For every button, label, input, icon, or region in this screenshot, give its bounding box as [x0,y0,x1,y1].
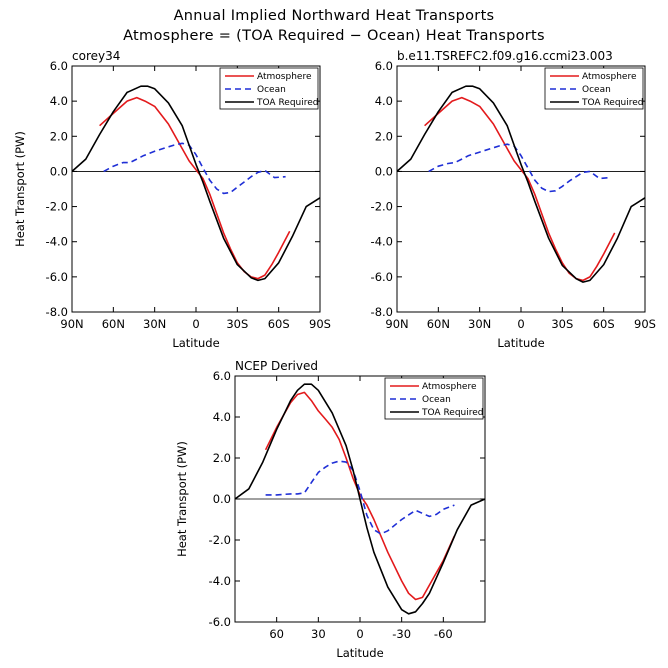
legend: Atmosphere Ocean TOA Required [219,67,319,110]
x-tick-label: 0 [517,317,524,331]
legend-label: TOA Required [421,408,484,418]
y-tick-label: 6.0 [50,59,68,73]
legend-label: TOA Required [581,98,644,108]
series-line-atmosphere [99,96,291,280]
x-tick-label: 90S [634,317,656,331]
figure-title-line2: Atmosphere = (TOA Required − Ocean) Heat… [123,28,545,44]
legend-label: Atmosphere [257,72,312,82]
legend-label: Ocean [582,85,611,95]
y-tick-label: 0.0 [213,492,231,506]
x-tick-label: 30N [143,317,166,331]
y-tick-label: 4.0 [213,410,231,424]
x-tick-label: 0 [356,627,363,641]
x-axis-label: Latitude [172,336,219,350]
y-tick-label: -4.0 [46,235,68,249]
y-tick-label: -2.0 [371,200,393,214]
y-tick-label: -6.0 [46,270,68,284]
y-tick-label: 0.0 [50,164,68,178]
y-tick-label: -4.0 [371,235,393,249]
x-tick-label: 0 [192,317,199,331]
x-tick-label: 60S [268,317,290,331]
legend-label: Atmosphere [422,382,477,392]
x-tick-label: 60 [269,627,284,641]
legend-label: TOA Required [256,98,319,108]
figure-title-line1: Annual Implied Northward Heat Transports [174,8,495,24]
chart-panel-3: NCEP Derived 6.0 4.0 2.0 0.0 -2.0 -4.0 -6.0 60 30… [175,359,486,660]
y-tick-label: -8.0 [371,305,393,319]
legend: Atmosphere Ocean TOA Required [544,67,644,110]
series-line-toa-required [234,383,486,615]
series-line-ocean [428,143,611,193]
series-line-toa-required [71,85,321,282]
legend: Atmosphere Ocean TOA Required [384,377,484,420]
x-tick-label: 60S [593,317,615,331]
x-tick-label: 90N [385,317,408,331]
x-tick-label: 30S [226,317,248,331]
x-tick-label: 60N [102,317,125,331]
panel-title: NCEP Derived [235,359,318,373]
panel-title: b.e11.TSREFC2.f09.g16.ccmi23.003 [397,49,613,63]
legend-label: Ocean [422,395,451,405]
y-tick-label: -4.0 [209,574,231,588]
x-tick-label: 60N [427,317,450,331]
series-line-atmosphere [264,391,456,601]
y-tick-label: -6.0 [209,615,231,629]
series-line-ocean [103,142,286,195]
y-tick-label: 6.0 [213,369,231,383]
y-tick-label: 4.0 [375,94,393,108]
legend-label: Atmosphere [582,72,637,82]
x-tick-label: 90S [309,317,331,331]
y-tick-label: -6.0 [371,270,393,284]
x-tick-label: -60 [434,627,453,641]
x-tick-label: 30S [551,317,573,331]
y-tick-label: 2.0 [375,129,393,143]
x-axis-label: Latitude [497,336,544,350]
y-tick-label: 4.0 [50,94,68,108]
legend-label: Ocean [257,85,286,95]
y-axis-label: Heat Transport (PW) [13,131,27,247]
panel-title: corey34 [72,49,120,63]
y-tick-label: -2.0 [46,200,68,214]
x-tick-label: 30 [311,627,326,641]
series-line-atmosphere [424,96,616,282]
y-tick-label: 6.0 [375,59,393,73]
y-tick-label: 2.0 [50,129,68,143]
y-tick-label: -8.0 [46,305,68,319]
chart-panel-2: b.e11.TSREFC2.f09.g16.ccmi23.003 6.0 4.0 2.… [371,49,656,350]
x-tick-label: 30N [468,317,491,331]
y-tick-label: 0.0 [375,164,393,178]
x-axis-label: Latitude [336,646,383,660]
y-tick-label: 2.0 [213,451,231,465]
x-tick-label: 90N [60,317,83,331]
y-axis-label: Heat Transport (PW) [175,441,189,557]
x-tick-label: -30 [392,627,411,641]
y-tick-label: -2.0 [209,533,231,547]
series-line-toa-required [396,85,646,283]
